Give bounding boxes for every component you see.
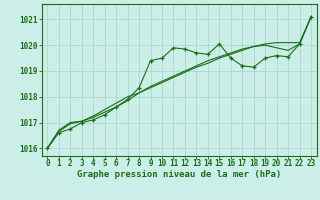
X-axis label: Graphe pression niveau de la mer (hPa): Graphe pression niveau de la mer (hPa) xyxy=(77,170,281,179)
